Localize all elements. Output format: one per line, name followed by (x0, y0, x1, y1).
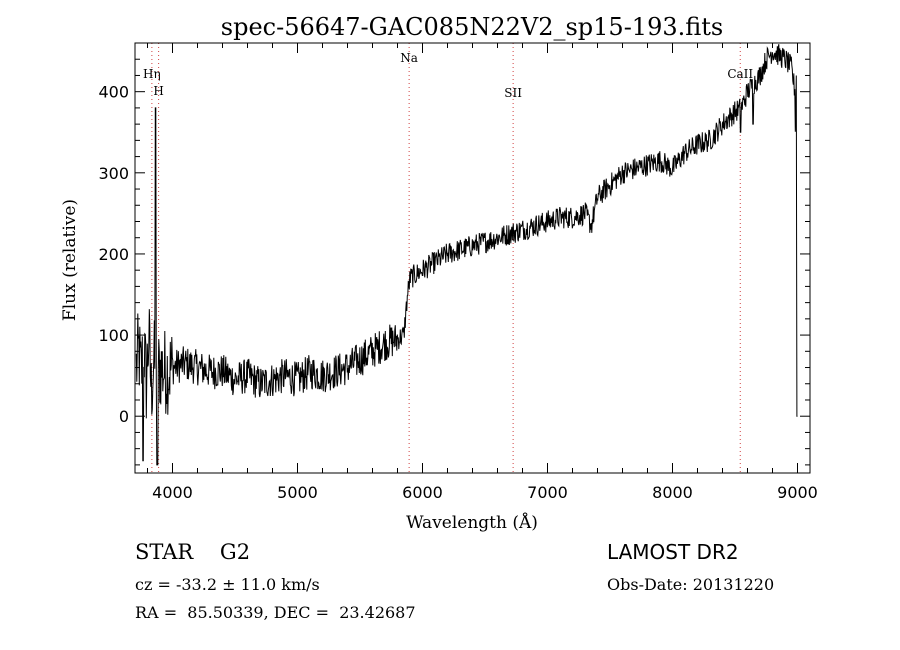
annotation-label: H (153, 84, 163, 98)
x-tick-label: 6000 (402, 483, 443, 502)
object-type: STAR G2 (135, 540, 251, 564)
x-axis-label: Wavelength (Å) (406, 512, 538, 533)
y-tick-label: 200 (98, 245, 129, 264)
spectrum-line (135, 44, 798, 466)
redshift-cz: cz = -33.2 ± 11.0 km/s (135, 575, 320, 594)
x-tick-label: 5000 (277, 483, 318, 502)
axis-ticks: 4000 5000 6000 7000 8000 9000 0 100 200 300 400 (98, 43, 818, 502)
obs-date: Obs-Date: 20131220 (607, 575, 775, 594)
annotation-label: Na (400, 51, 418, 65)
y-tick-label: 400 (98, 83, 129, 102)
x-tick-label: 7000 (527, 483, 568, 502)
annotation-label: Hη (143, 67, 161, 81)
annotation-label: CaII (727, 67, 753, 81)
x-tick-label: 9000 (777, 483, 818, 502)
survey-name: LAMOST DR2 (607, 540, 739, 564)
y-tick-label: 300 (98, 164, 129, 183)
chart-title: spec-56647-GAC085N22V2_sp15-193.fits (221, 13, 723, 41)
line-annotations: Hη H Na SII CaII (143, 43, 753, 473)
x-tick-label: 4000 (152, 483, 193, 502)
x-tick-label: 8000 (652, 483, 693, 502)
y-tick-label: 0 (119, 407, 129, 426)
plot-frame (134, 42, 811, 474)
y-axis-label: Flux (relative) (60, 199, 80, 321)
ra-dec: RA = 85.50339, DEC = 23.42687 (135, 603, 416, 622)
y-tick-label: 100 (98, 326, 129, 345)
annotation-label: SII (504, 86, 522, 100)
